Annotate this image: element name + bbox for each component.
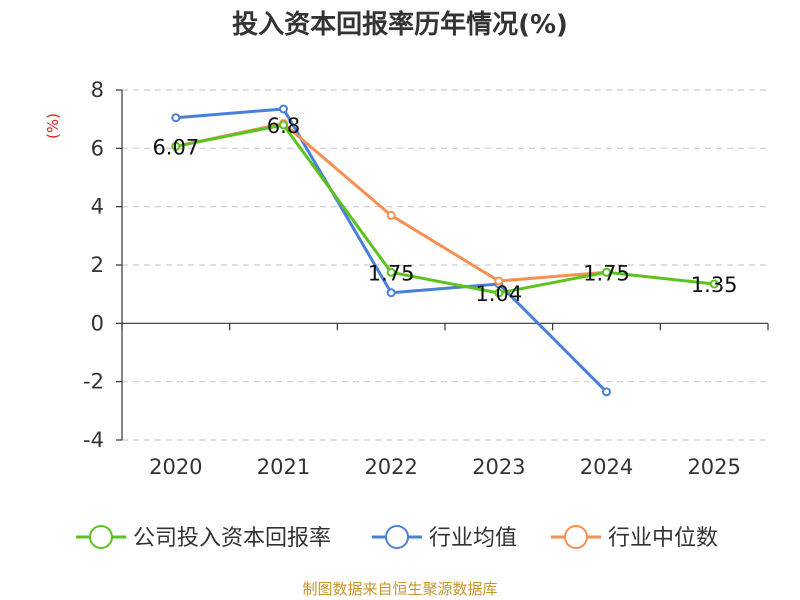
y-tick-label-5: -2 [83, 370, 104, 394]
series-1-point-2022 [386, 288, 396, 298]
series-points [171, 104, 719, 397]
data-label-2023: 1.04 [475, 282, 522, 306]
x-tick-label-2020: 2020 [149, 455, 202, 479]
series-0-point-2024 [602, 267, 611, 277]
series-0-point-2022 [386, 267, 396, 277]
legend-label-1: 行业均值 [429, 526, 517, 551]
x-tick-label-2022: 2022 [364, 455, 417, 479]
y-tick-label-2: 4 [91, 195, 104, 219]
legend-item-2[interactable]: 行业中位数 [551, 525, 718, 551]
y-tick-label-4: 0 [91, 311, 104, 335]
series-1-point-2021 [279, 104, 288, 114]
x-tick-label-2023: 2023 [472, 455, 525, 479]
series-0-point-2025 [709, 279, 719, 289]
series-0-point-2021 [279, 120, 288, 130]
y-tick-label-1: 6 [91, 136, 104, 160]
data-label-2022: 1.75 [368, 261, 415, 285]
series-0-point-2023 [494, 288, 504, 298]
series-1-point-2024 [602, 387, 611, 397]
legend-item-1[interactable]: 行业均值 [372, 525, 517, 551]
y-tick-label-6: -4 [83, 428, 104, 452]
y-tick-label-3: 2 [91, 253, 104, 277]
series-2-point-2022 [386, 210, 396, 220]
legend-label-0: 公司投入资本回报率 [133, 526, 331, 551]
gridlines [122, 89, 768, 441]
source-note: 制图数据来自恒生聚源数据库 [302, 580, 497, 598]
x-tick-label-2021: 2021 [257, 455, 310, 479]
data-label-2021: 6.8 [267, 114, 300, 138]
series-1-point-2020 [171, 113, 181, 123]
legend-label-2: 行业中位数 [608, 526, 718, 551]
series-line-0 [175, 123, 715, 295]
series-line-2 [175, 122, 607, 283]
y-tick-label-0: 8 [91, 78, 104, 102]
legend[interactable]: 公司投入资本回报率 行业均值 行业中位数 [76, 525, 718, 551]
y-tick-labels: 8 6 4 2 0 -2 -4 [83, 78, 104, 452]
data-label-2020: 6.07 [152, 135, 199, 159]
chart-title: 投入资本回报率历年情况(%) [232, 9, 568, 40]
x-tick-labels: 2020 2021 2022 2023 2024 2025 [149, 455, 741, 479]
x-tick-label-2025: 2025 [687, 455, 740, 479]
y-axis-unit: (%) [44, 113, 62, 139]
legend-item-0[interactable]: 公司投入资本回报率 [76, 525, 331, 551]
legend-swatch-marker-2 [564, 525, 588, 549]
legend-swatch-marker-1 [385, 525, 409, 549]
axes [116, 89, 769, 441]
series-line-1 [175, 107, 608, 393]
data-label-2025: 1.35 [691, 273, 738, 297]
data-label-2024: 1.75 [583, 261, 630, 285]
series-0-point-2020 [171, 141, 181, 151]
data-labels: 6.07 6.8 1.75 1.04 1.75 1.35 [152, 114, 737, 306]
legend-swatch-marker-0 [89, 525, 113, 549]
series-lines [175, 107, 715, 393]
x-tick-label-2024: 2024 [580, 455, 633, 479]
series-2-point-2023 [494, 276, 504, 286]
